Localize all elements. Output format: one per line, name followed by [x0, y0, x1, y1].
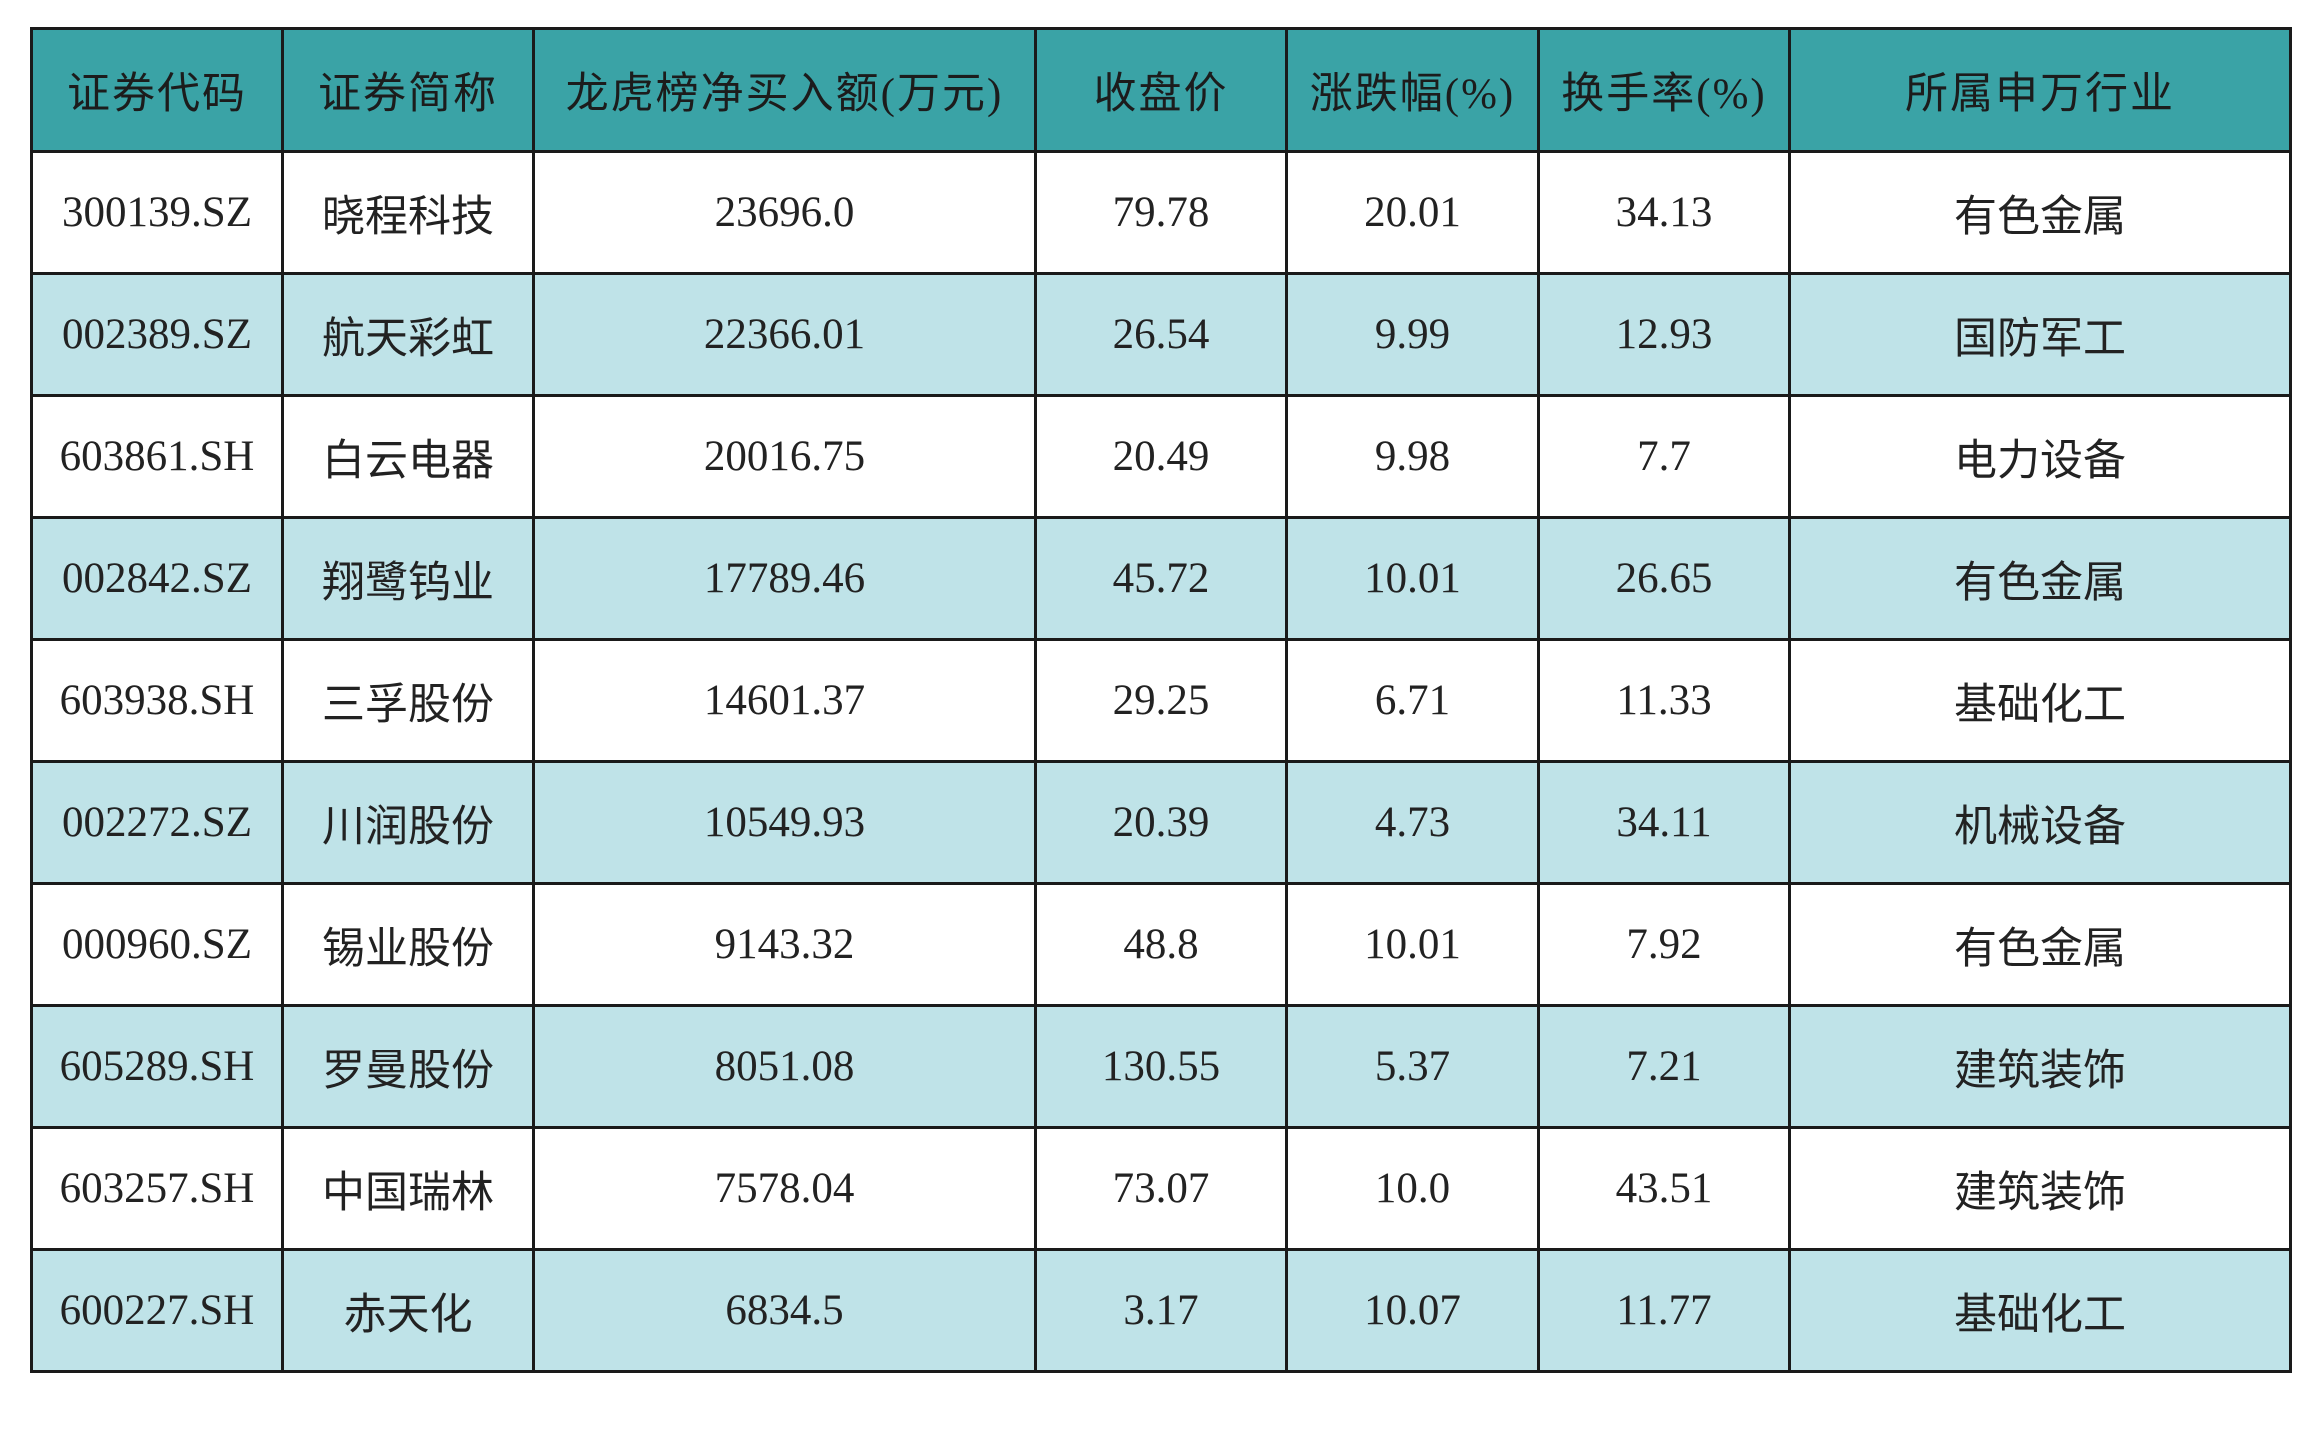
table-cell: 基础化工	[1788, 638, 2292, 763]
table-cell: 11.33	[1537, 638, 1791, 763]
table-cell: 73.07	[1034, 1126, 1288, 1251]
table-cell: 7578.04	[532, 1126, 1037, 1251]
table-cell: 002272.SZ	[30, 760, 284, 885]
table-row: 603257.SH 中国瑞林 7578.04 73.07 10.0 43.51 建筑装饰	[30, 1126, 2292, 1251]
table-cell: 300139.SZ	[30, 150, 284, 275]
table-header: 证券代码 证券简称 龙虎榜净买入额(万元) 收盘价 涨跌幅(%) 换手率(%) 所属申万行业	[30, 27, 2292, 153]
table-cell: 48.8	[1034, 882, 1288, 1007]
table-cell: 20016.75	[532, 394, 1037, 519]
table-cell: 002389.SZ	[30, 272, 284, 397]
table-row: 002842.SZ 翔鹭钨业 17789.46 45.72 10.01 26.65 有色金属	[30, 516, 2292, 641]
header-cell: 换手率(%)	[1537, 27, 1791, 153]
table-cell: 130.55	[1034, 1004, 1288, 1129]
table-cell: 有色金属	[1788, 516, 2292, 641]
table-row: 002272.SZ 川润股份 10549.93 20.39 4.73 34.11 机械设备	[30, 760, 2292, 885]
table-cell: 6834.5	[532, 1248, 1037, 1373]
table-cell: 9.98	[1285, 394, 1540, 519]
table-cell: 5.37	[1285, 1004, 1540, 1129]
table-cell: 罗曼股份	[281, 1004, 535, 1129]
table-cell: 7.92	[1537, 882, 1791, 1007]
table-cell: 600227.SH	[30, 1248, 284, 1373]
table-cell: 航天彩虹	[281, 272, 535, 397]
table-cell: 34.11	[1537, 760, 1791, 885]
table-cell: 22366.01	[532, 272, 1037, 397]
table-cell: 建筑装饰	[1788, 1004, 2292, 1129]
header-cell: 所属申万行业	[1788, 27, 2292, 153]
table-cell: 605289.SH	[30, 1004, 284, 1129]
table-cell: 基础化工	[1788, 1248, 2292, 1373]
header-cell: 证券简称	[281, 27, 535, 153]
table-cell: 8051.08	[532, 1004, 1037, 1129]
header-cell: 证券代码	[30, 27, 284, 153]
table-cell: 9143.32	[532, 882, 1037, 1007]
table-cell: 中国瑞林	[281, 1126, 535, 1251]
table-cell: 20.49	[1034, 394, 1288, 519]
table-cell: 79.78	[1034, 150, 1288, 275]
table-cell: 26.54	[1034, 272, 1288, 397]
table-row: 603861.SH 白云电器 20016.75 20.49 9.98 7.7 电力设备	[30, 394, 2292, 519]
table-cell: 10.01	[1285, 516, 1540, 641]
table-cell: 10.0	[1285, 1126, 1540, 1251]
table-cell: 三孚股份	[281, 638, 535, 763]
table-cell: 7.21	[1537, 1004, 1791, 1129]
table-row: 002389.SZ 航天彩虹 22366.01 26.54 9.99 12.93 国防军工	[30, 272, 2292, 397]
table-cell: 17789.46	[532, 516, 1037, 641]
table-cell: 机械设备	[1788, 760, 2292, 885]
table-cell: 20.01	[1285, 150, 1540, 275]
table-cell: 10549.93	[532, 760, 1037, 885]
header-row: 证券代码 证券简称 龙虎榜净买入额(万元) 收盘价 涨跌幅(%) 换手率(%) 所属申万行业	[30, 27, 2292, 153]
header-cell: 龙虎榜净买入额(万元)	[532, 27, 1037, 153]
table-row: 000960.SZ 锡业股份 9143.32 48.8 10.01 7.92 有色金属	[30, 882, 2292, 1007]
table-cell: 9.99	[1285, 272, 1540, 397]
table-cell: 002842.SZ	[30, 516, 284, 641]
table-cell: 有色金属	[1788, 882, 2292, 1007]
table-cell: 29.25	[1034, 638, 1288, 763]
table-cell: 电力设备	[1788, 394, 2292, 519]
table-cell: 20.39	[1034, 760, 1288, 885]
table-cell: 4.73	[1285, 760, 1540, 885]
table-cell: 10.01	[1285, 882, 1540, 1007]
header-cell: 涨跌幅(%)	[1285, 27, 1540, 153]
table-cell: 603938.SH	[30, 638, 284, 763]
data-table: 证券代码 证券简称 龙虎榜净买入额(万元) 收盘价 涨跌幅(%) 换手率(%) 所属申万行业…	[30, 27, 2292, 1373]
table-cell: 有色金属	[1788, 150, 2292, 275]
table-cell: 锡业股份	[281, 882, 535, 1007]
table-cell: 603861.SH	[30, 394, 284, 519]
table-row: 605289.SH 罗曼股份 8051.08 130.55 5.37 7.21 建筑装饰	[30, 1004, 2292, 1129]
table-cell: 7.7	[1537, 394, 1791, 519]
table-cell: 3.17	[1034, 1248, 1288, 1373]
table-cell: 10.07	[1285, 1248, 1540, 1373]
table-cell: 000960.SZ	[30, 882, 284, 1007]
table-row: 603938.SH 三孚股份 14601.37 29.25 6.71 11.33 基础化工	[30, 638, 2292, 763]
table-cell: 6.71	[1285, 638, 1540, 763]
table-row: 600227.SH 赤天化 6834.5 3.17 10.07 11.77 基础化工	[30, 1248, 2292, 1373]
table-body: 300139.SZ 晓程科技 23696.0 79.78 20.01 34.13 有色金属 0…	[30, 150, 2292, 1373]
table-cell: 26.65	[1537, 516, 1791, 641]
table-cell: 23696.0	[532, 150, 1037, 275]
table-cell: 11.77	[1537, 1248, 1791, 1373]
header-cell: 收盘价	[1034, 27, 1288, 153]
table-cell: 国防军工	[1788, 272, 2292, 397]
table-cell: 赤天化	[281, 1248, 535, 1373]
table-cell: 白云电器	[281, 394, 535, 519]
table-cell: 14601.37	[532, 638, 1037, 763]
table-cell: 603257.SH	[30, 1126, 284, 1251]
table-cell: 翔鹭钨业	[281, 516, 535, 641]
table-cell: 建筑装饰	[1788, 1126, 2292, 1251]
table-cell: 34.13	[1537, 150, 1791, 275]
table-cell: 12.93	[1537, 272, 1791, 397]
table-cell: 45.72	[1034, 516, 1288, 641]
table-cell: 川润股份	[281, 760, 535, 885]
table-cell: 43.51	[1537, 1126, 1791, 1251]
table-row: 300139.SZ 晓程科技 23696.0 79.78 20.01 34.13 有色金属	[30, 150, 2292, 275]
table-cell: 晓程科技	[281, 150, 535, 275]
